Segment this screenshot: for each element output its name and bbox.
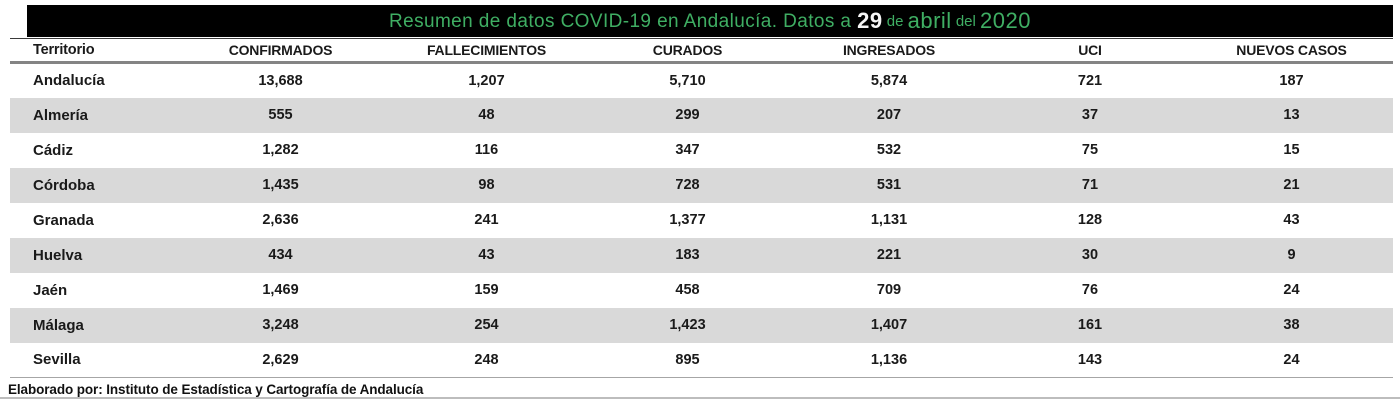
confirmados-cell: 1,282 (262, 142, 299, 158)
table-row: Sevilla 2,629 248 895 1,136 143 24 (10, 342, 1393, 378)
column-header-uci: UCI (1078, 42, 1102, 58)
table-body: Andalucía 13,688 1,207 5,710 5,874 721 1… (10, 62, 1393, 378)
fallecimientos-cell: 43 (478, 247, 495, 263)
territory-cell: Jaén (33, 281, 68, 299)
column-header-curados: CURADOS (652, 42, 723, 58)
table-row: Andalucía 13,688 1,207 5,710 5,874 721 1… (10, 62, 1393, 98)
covid-data-table: Territorio CONFIRMADOS FALLECIMIENTOS CU… (10, 38, 1393, 378)
uci-cell: 143 (1077, 351, 1103, 368)
fallecimientos-cell: 254 (474, 317, 499, 333)
curados-cell: 347 (675, 142, 700, 158)
fallecimientos-cell: 98 (478, 177, 495, 193)
column-header-ingresados: INGRESADOS (842, 42, 936, 58)
confirmados-cell: 434 (268, 247, 293, 263)
table-header: Territorio CONFIRMADOS FALLECIMIENTOS CU… (10, 38, 1393, 63)
uci-cell: 71 (1081, 177, 1099, 193)
confirmados-cell: 2,629 (262, 351, 299, 368)
bottom-divider (0, 397, 1400, 399)
territory-cell: Almería (33, 106, 89, 124)
curados-cell: 1,377 (669, 212, 706, 228)
nuevos-casos-cell: 21 (1283, 177, 1300, 193)
table-row: Cádiz 1,282 116 347 532 75 15 (10, 132, 1393, 168)
title-word-month: abril (907, 8, 952, 33)
uci-cell: 30 (1081, 247, 1099, 263)
ingresados-cell: 5,874 (870, 72, 908, 89)
title-prefix: Resumen de datos COVID-19 en Andalucía. … (389, 10, 858, 32)
fallecimientos-cell: 159 (474, 282, 499, 298)
territory-cell: Huelva (33, 246, 83, 264)
territory-cell: Málaga (33, 316, 84, 334)
nuevos-casos-cell: 13 (1283, 107, 1300, 123)
report-title-bar: Resumen de datos COVID-19 en Andalucía. … (27, 5, 1393, 37)
nuevos-casos-cell: 187 (1279, 72, 1304, 89)
table-row: Huelva 434 43 183 221 30 9 (10, 237, 1393, 273)
fallecimientos-cell: 48 (478, 107, 495, 123)
nuevos-casos-cell: 9 (1287, 247, 1296, 263)
uci-cell: 128 (1077, 212, 1103, 228)
table-header-row: Territorio CONFIRMADOS FALLECIMIENTOS CU… (10, 38, 1393, 63)
ingresados-cell: 1,136 (870, 351, 908, 368)
source-credit: Elaborado por: Instituto de Estadística … (8, 382, 424, 397)
uci-cell: 37 (1081, 107, 1099, 123)
ingresados-cell: 1,407 (870, 317, 908, 333)
curados-cell: 183 (675, 247, 700, 263)
title-word-de: de (882, 12, 908, 30)
curados-cell: 895 (675, 351, 700, 368)
column-header-fallecimientos: FALLECIMIENTOS (426, 42, 547, 58)
ingresados-cell: 221 (876, 247, 902, 263)
confirmados-cell: 3,248 (262, 317, 299, 333)
nuevos-casos-cell: 15 (1283, 142, 1300, 158)
territory-cell: Andalucía (33, 72, 105, 90)
ingresados-cell: 532 (876, 142, 902, 158)
uci-cell: 721 (1077, 72, 1103, 89)
confirmados-cell: 13,688 (258, 72, 303, 89)
curados-cell: 458 (675, 282, 700, 298)
table-row: Almería 555 48 299 207 37 13 (10, 97, 1393, 133)
fallecimientos-cell: 248 (474, 351, 499, 368)
fallecimientos-cell: 1,207 (468, 72, 505, 89)
ingresados-cell: 207 (876, 107, 902, 123)
territory-cell: Córdoba (33, 176, 95, 194)
curados-cell: 1,423 (669, 317, 706, 333)
ingresados-cell: 1,131 (870, 212, 908, 228)
confirmados-cell: 1,469 (262, 282, 299, 298)
uci-cell: 75 (1081, 142, 1099, 158)
curados-cell: 299 (675, 107, 700, 123)
nuevos-casos-cell: 24 (1283, 282, 1300, 298)
column-header-territorio: Territorio (33, 42, 95, 58)
territory-cell: Cádiz (33, 141, 74, 159)
uci-cell: 161 (1077, 317, 1103, 333)
ingresados-cell: 709 (876, 282, 902, 298)
ingresados-cell: 531 (876, 177, 902, 193)
table-row: Jaén 1,469 159 458 709 76 24 (10, 272, 1393, 308)
column-header-nuevos-casos: NUEVOS CASOS (1236, 42, 1347, 58)
uci-cell: 76 (1081, 282, 1099, 298)
table-row: Málaga 3,248 254 1,423 1,407 161 38 (10, 307, 1393, 343)
fallecimientos-cell: 241 (474, 212, 499, 228)
title-year: 2020 (980, 8, 1031, 33)
territory-cell: Sevilla (33, 351, 81, 369)
column-header-confirmados: CONFIRMADOS (228, 42, 333, 58)
curados-cell: 5,710 (669, 72, 706, 89)
confirmados-cell: 1,435 (262, 177, 299, 193)
nuevos-casos-cell: 43 (1283, 212, 1300, 228)
nuevos-casos-cell: 38 (1283, 317, 1300, 333)
nuevos-casos-cell: 24 (1283, 351, 1300, 368)
confirmados-cell: 555 (268, 107, 293, 123)
curados-cell: 728 (675, 177, 700, 193)
fallecimientos-cell: 116 (474, 142, 499, 158)
territory-cell: Granada (33, 211, 94, 229)
title-day: 29 (857, 8, 883, 33)
confirmados-cell: 2,636 (262, 212, 299, 228)
table-row: Granada 2,636 241 1,377 1,131 128 43 (10, 202, 1393, 238)
table-row: Córdoba 1,435 98 728 531 71 21 (10, 167, 1393, 203)
title-word-del: del (951, 12, 981, 30)
